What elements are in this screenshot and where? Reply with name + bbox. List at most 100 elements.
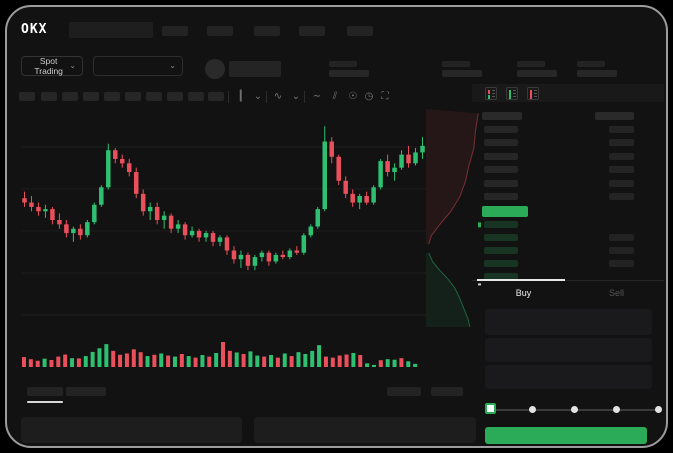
bottom-action-placeholder[interactable] — [431, 387, 463, 396]
row-line — [534, 90, 537, 91]
chevron-down-icon[interactable]: ⌄ — [253, 91, 263, 102]
amount-input-placeholder[interactable] — [485, 338, 652, 362]
candle-style-icon[interactable]: ▕▏ — [233, 91, 249, 102]
volume-bar — [172, 356, 177, 367]
slider-stop[interactable] — [613, 406, 620, 413]
ask-amount-redacted — [609, 126, 634, 133]
price-input-placeholder[interactable] — [485, 309, 652, 335]
redacted-nav-item[interactable] — [254, 26, 280, 36]
volume-bar — [111, 350, 116, 367]
bid-amount-redacted — [609, 247, 634, 254]
redacted-stat-value — [517, 70, 557, 77]
candle-body — [154, 206, 160, 220]
candle-body — [168, 215, 174, 229]
timeframe-button[interactable] — [208, 92, 224, 101]
volume-bar — [42, 358, 47, 367]
volume-bar — [145, 356, 150, 367]
fullscreen-icon[interactable]: ⛶ — [381, 91, 389, 102]
chevron-down-icon: ⌄ — [69, 61, 76, 70]
timeframe-button[interactable] — [19, 92, 35, 101]
candle-body — [120, 158, 125, 164]
candle-body — [126, 163, 132, 173]
slider-stop[interactable] — [529, 406, 536, 413]
orderbook-last-price[interactable] — [482, 206, 528, 217]
bid-price-redacted[interactable] — [484, 221, 518, 228]
timeframe-button[interactable] — [62, 92, 78, 101]
redacted-stat-value — [577, 70, 617, 77]
compare-icon[interactable]: ⫽ — [332, 91, 338, 102]
orders-panel-placeholder — [254, 417, 476, 443]
coin-icon — [205, 59, 225, 79]
market-type-dropdown[interactable]: Spot Trading ⌄ — [21, 56, 83, 76]
tabs-divider — [472, 280, 664, 281]
timeframe-button[interactable] — [188, 92, 204, 101]
redacted-search-bar[interactable] — [69, 22, 153, 38]
ask-depth-line — [428, 113, 479, 245]
volume-bar — [371, 364, 376, 367]
bid-price-redacted[interactable] — [484, 247, 518, 254]
bid-price-redacted[interactable] — [484, 234, 518, 241]
tab-buy[interactable]: Buy — [515, 288, 532, 298]
toolbar-divider — [266, 91, 267, 103]
book-asks-view-icon[interactable] — [527, 87, 539, 100]
ask-price-redacted[interactable] — [484, 166, 518, 173]
tab-sell[interactable]: Sell — [608, 288, 624, 298]
timeframe-button[interactable] — [41, 92, 57, 101]
pair-dropdown[interactable]: ⌄ — [93, 56, 183, 76]
volume-bar — [56, 356, 61, 367]
bid-depth-line — [428, 252, 471, 327]
volume-bar — [330, 357, 335, 367]
book-split-view-icon[interactable] — [485, 87, 497, 100]
depth-chart — [426, 109, 481, 327]
timeframe-button[interactable] — [167, 92, 183, 101]
camera-icon[interactable]: ☉ — [348, 91, 358, 102]
ask-price-redacted[interactable] — [484, 126, 518, 133]
slider-stop[interactable] — [571, 406, 578, 413]
redacted-nav-item[interactable] — [207, 26, 233, 36]
bottom-tab-active[interactable] — [27, 387, 63, 396]
timeframe-button[interactable] — [146, 92, 162, 101]
slider-handle[interactable] — [485, 403, 496, 414]
candle-body — [85, 222, 90, 236]
last-price-marker — [478, 222, 481, 228]
candle-body — [50, 209, 55, 220]
redacted-nav-item[interactable] — [162, 26, 188, 36]
line-tool-icon[interactable]: ∼ — [312, 91, 322, 102]
clock-icon[interactable]: ◷ — [364, 91, 374, 102]
book-bids-view-icon[interactable] — [506, 87, 518, 100]
candle-body — [106, 150, 111, 188]
candle-body — [78, 228, 83, 236]
candlestick-chart[interactable] — [21, 111, 426, 329]
ask-price-redacted[interactable] — [484, 193, 518, 200]
timeframe-button[interactable] — [125, 92, 141, 101]
chevron-down-icon[interactable]: ⌄ — [291, 91, 301, 102]
total-input-placeholder[interactable] — [485, 365, 652, 389]
candle-body — [210, 233, 216, 242]
slider-stop[interactable] — [655, 406, 662, 413]
bid-price-redacted[interactable] — [484, 260, 518, 267]
bottom-action-placeholder[interactable] — [387, 387, 421, 396]
volume-bar — [323, 356, 328, 367]
timeframe-button[interactable] — [83, 92, 99, 101]
candle-body — [392, 167, 397, 173]
ask-price-redacted[interactable] — [484, 139, 518, 146]
bottom-tab[interactable] — [66, 387, 106, 396]
volume-bar — [200, 355, 205, 367]
volume-bar — [35, 360, 40, 367]
timeframe-button[interactable] — [104, 92, 120, 101]
indicators-icon[interactable]: ∿ — [273, 91, 283, 102]
volume-bar — [166, 355, 171, 367]
redacted-nav-item[interactable] — [299, 26, 325, 36]
buy-submit-button[interactable] — [485, 427, 647, 444]
candle-body — [133, 172, 139, 194]
candle-body — [161, 215, 167, 220]
candle-body — [280, 254, 286, 258]
redacted-nav-item[interactable] — [347, 26, 373, 36]
ask-price-redacted[interactable] — [484, 180, 518, 187]
ask-price-redacted[interactable] — [484, 153, 518, 160]
bid-price-redacted[interactable] — [484, 273, 518, 280]
row-line — [513, 90, 516, 91]
toolbar-divider — [228, 91, 229, 103]
volume-bar — [221, 342, 225, 367]
